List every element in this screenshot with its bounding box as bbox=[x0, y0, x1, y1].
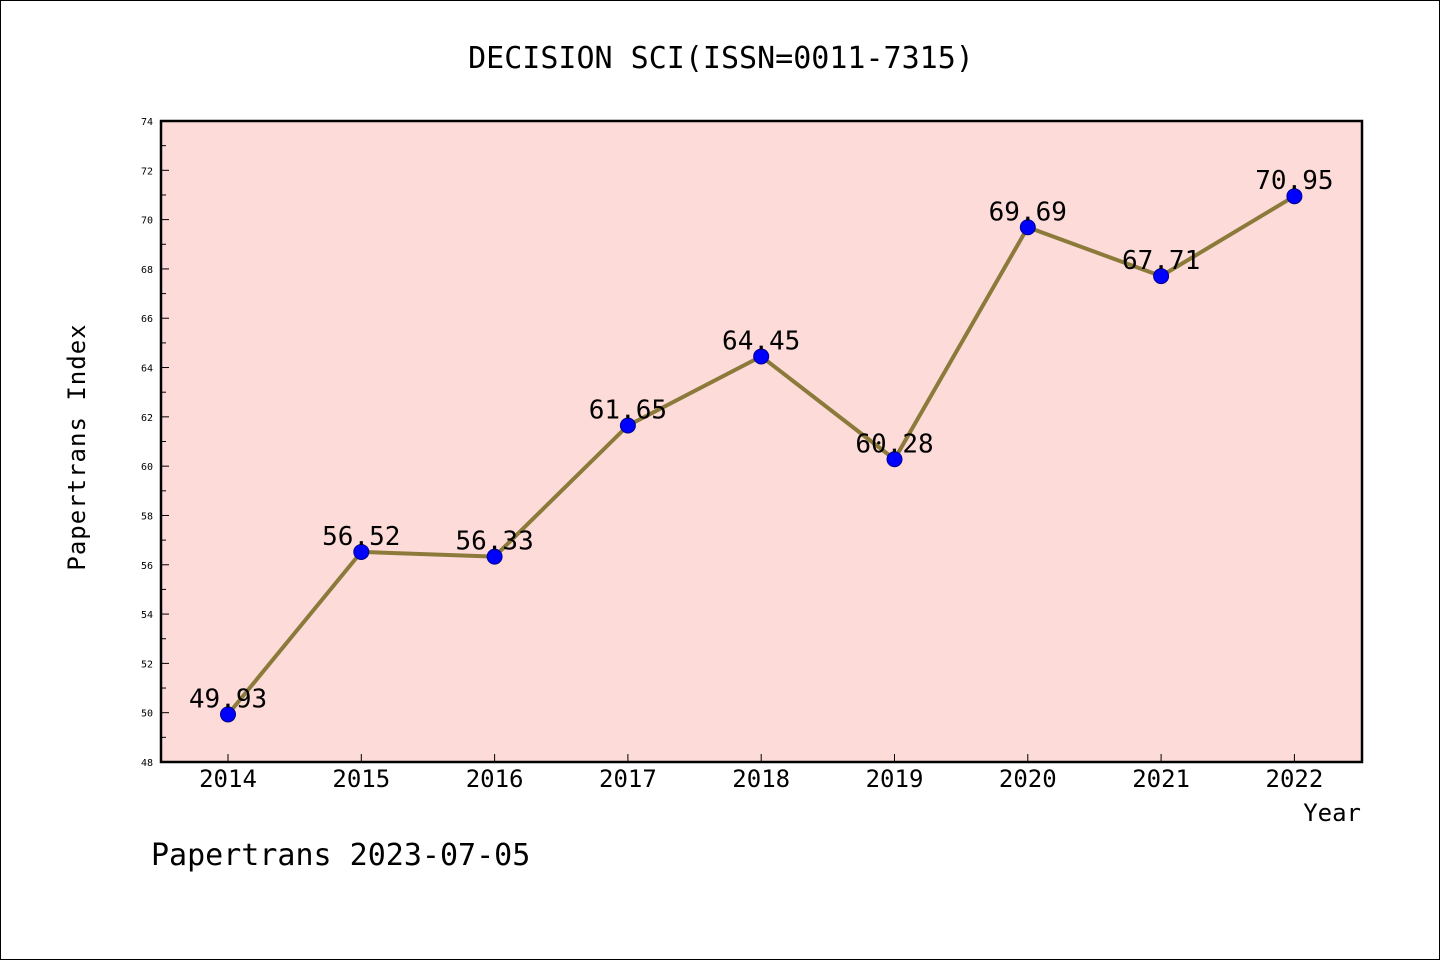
y-tick-label: 50 bbox=[141, 709, 153, 720]
data-label: 56.33 bbox=[455, 527, 533, 557]
x-axis-label: Year bbox=[1303, 799, 1361, 827]
y-tick-label: 74 bbox=[141, 117, 153, 128]
data-point bbox=[486, 548, 503, 565]
y-tick-label: 52 bbox=[141, 659, 153, 670]
y-tick-label: 64 bbox=[141, 364, 153, 375]
data-label: 70.95 bbox=[1255, 166, 1333, 196]
y-tick-label: 56 bbox=[141, 561, 153, 572]
x-tick-label: 2017 bbox=[599, 765, 657, 793]
data-point bbox=[619, 417, 636, 434]
data-point bbox=[220, 706, 236, 723]
plot-area bbox=[159, 119, 1364, 764]
series-group bbox=[220, 188, 1303, 723]
data-point bbox=[353, 543, 370, 560]
y-tick-label: 72 bbox=[141, 166, 153, 177]
y-axis-label: Papertrans Index bbox=[63, 323, 91, 570]
x-axis: 2014 2015 2016 2017 2018 2019 2020 2021 2022 bbox=[199, 754, 1323, 793]
data-point bbox=[1286, 188, 1303, 205]
data-labels-group: 49.93 56.52 56.33 61.65 64.45 60.28 69.69 67.71… bbox=[189, 166, 1334, 714]
x-tick-label: 2016 bbox=[466, 765, 524, 793]
data-label: 56.52 bbox=[322, 522, 400, 552]
y-tick-label: 58 bbox=[141, 511, 153, 522]
data-point bbox=[1153, 268, 1170, 285]
y-tick-label: 68 bbox=[141, 265, 153, 276]
x-tick-label: 2019 bbox=[866, 765, 924, 793]
data-label: 64.45 bbox=[722, 326, 800, 356]
data-label: 67.71 bbox=[1122, 246, 1200, 276]
data-point bbox=[753, 348, 770, 365]
data-label: 60.28 bbox=[855, 429, 933, 459]
data-point bbox=[886, 451, 903, 468]
x-tick-label: 2020 bbox=[999, 765, 1057, 793]
x-tick-label: 2015 bbox=[332, 765, 390, 793]
x-tick-label: 2022 bbox=[1266, 765, 1324, 793]
footer-credit: Papertrans 2023-07-05 bbox=[151, 838, 530, 873]
y-tick-label: 54 bbox=[141, 610, 153, 621]
data-point bbox=[1019, 219, 1036, 236]
x-tick-label: 2021 bbox=[1132, 765, 1190, 793]
data-label: 61.65 bbox=[589, 395, 667, 425]
data-label: 49.93 bbox=[189, 684, 267, 714]
y-axis: 48 50 52 54 56 58 60 62 64 66 68 70 72 74 bbox=[141, 117, 169, 769]
x-tick-label: 2014 bbox=[199, 765, 257, 793]
x-tick-label: 2018 bbox=[732, 765, 790, 793]
y-tick-label: 60 bbox=[141, 462, 153, 473]
y-tick-label: 70 bbox=[141, 216, 153, 227]
y-tick-label: 62 bbox=[141, 413, 153, 424]
y-tick-label: 48 bbox=[141, 758, 153, 769]
chart-title: DECISION SCI(ISSN=0011-7315) bbox=[468, 41, 974, 76]
data-label: 69.69 bbox=[989, 197, 1067, 227]
y-tick-label: 66 bbox=[141, 314, 153, 325]
